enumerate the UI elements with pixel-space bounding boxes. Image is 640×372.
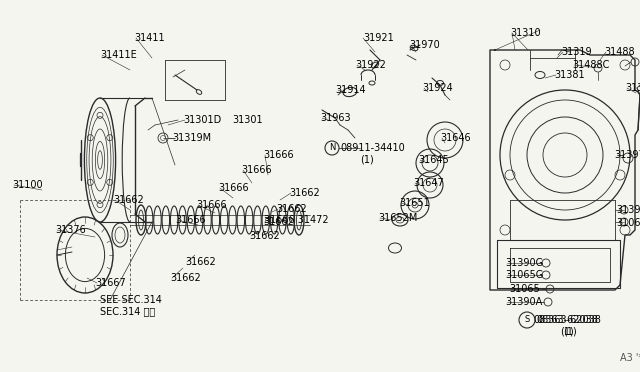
Text: 08911-34410: 08911-34410	[340, 143, 404, 153]
Text: 31666: 31666	[175, 215, 205, 225]
Text: 31319M: 31319M	[172, 133, 211, 143]
Text: S: S	[524, 315, 530, 324]
Text: 31914: 31914	[335, 85, 365, 95]
Text: 31662: 31662	[276, 204, 307, 214]
Text: 31411: 31411	[134, 33, 164, 43]
Text: 31488: 31488	[604, 47, 635, 57]
Text: 31924: 31924	[422, 83, 452, 93]
Text: 31662: 31662	[249, 231, 280, 241]
Text: 31647: 31647	[413, 178, 444, 188]
Text: 31652M: 31652M	[378, 213, 417, 223]
Text: 31662: 31662	[113, 195, 144, 205]
Text: (1): (1)	[563, 326, 577, 336]
Text: 31301D: 31301D	[183, 115, 221, 125]
Text: 31921: 31921	[363, 33, 394, 43]
Text: 31390G: 31390G	[505, 258, 543, 268]
Text: 31310: 31310	[510, 28, 541, 38]
Text: 31310E: 31310E	[625, 83, 640, 93]
Text: 31666: 31666	[263, 150, 294, 160]
Text: 31065G: 31065G	[505, 270, 543, 280]
Text: SEC.314 参図: SEC.314 参図	[100, 306, 156, 316]
Text: 31645: 31645	[418, 155, 449, 165]
Text: 31319: 31319	[561, 47, 591, 57]
Text: (1): (1)	[560, 326, 573, 336]
Text: 31065M: 31065M	[616, 218, 640, 228]
Text: 31963: 31963	[320, 113, 351, 123]
Circle shape	[519, 312, 535, 328]
Text: 31376: 31376	[55, 225, 86, 235]
Text: 08363-62038: 08363-62038	[533, 315, 598, 325]
Text: 31651: 31651	[399, 198, 429, 208]
Text: 31488C: 31488C	[572, 60, 609, 70]
Text: 31970: 31970	[409, 40, 440, 50]
Text: 31666: 31666	[241, 165, 271, 175]
Text: A3 '*0039: A3 '*0039	[620, 353, 640, 363]
Text: 31666: 31666	[196, 200, 227, 210]
Text: 31065: 31065	[509, 284, 540, 294]
Text: 31381: 31381	[554, 70, 584, 80]
Text: 31390: 31390	[616, 205, 640, 215]
Text: 31662: 31662	[289, 188, 320, 198]
Text: 31100: 31100	[12, 180, 43, 190]
Text: N: N	[329, 144, 335, 153]
Text: 31662: 31662	[170, 273, 201, 283]
Text: SEE SEC.314: SEE SEC.314	[100, 295, 162, 305]
Text: 31397: 31397	[614, 150, 640, 160]
Text: 31922: 31922	[355, 60, 386, 70]
Text: 31646: 31646	[440, 133, 470, 143]
Text: 31666: 31666	[218, 183, 248, 193]
Text: 31411E: 31411E	[100, 50, 137, 60]
Text: 31666 31472: 31666 31472	[264, 215, 328, 225]
Text: 31390A: 31390A	[505, 297, 542, 307]
Text: 08363-62038: 08363-62038	[536, 315, 601, 325]
Circle shape	[325, 141, 339, 155]
Text: 31662: 31662	[185, 257, 216, 267]
Text: 31667: 31667	[95, 278, 125, 288]
Text: 31662: 31662	[263, 217, 294, 227]
Text: (1): (1)	[360, 155, 374, 165]
Text: 31301: 31301	[232, 115, 262, 125]
